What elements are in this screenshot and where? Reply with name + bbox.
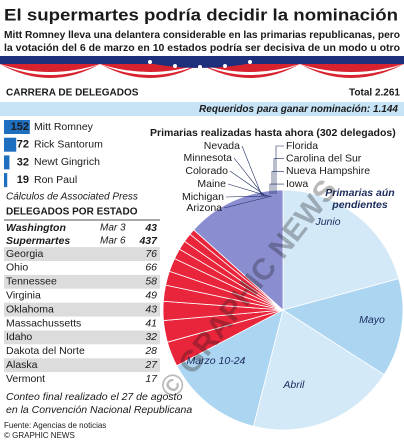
source: Fuente: Agencias de noticias: [4, 421, 106, 430]
table-row: [4, 274, 160, 289]
state-label: Florida: [286, 140, 318, 152]
state-label: Nueva Hampshire: [286, 165, 370, 177]
candidate-name: Mitt Romney: [34, 121, 94, 133]
table-row: [4, 247, 160, 261]
pie-slice: [176, 309, 284, 427]
state-name: Virginia: [6, 289, 41, 301]
state-name: Massachussetts: [6, 317, 81, 329]
required: Requeridos para ganar nominación: 1.144: [199, 104, 398, 115]
leader: [227, 183, 269, 197]
state-value: 66: [145, 262, 157, 274]
state-label: Nevada: [204, 140, 240, 152]
pie-slice: [193, 189, 284, 311]
state-label: Minnesota: [184, 152, 233, 164]
leader: [275, 145, 284, 194]
band: [0, 102, 404, 116]
delegate-bar: [4, 173, 8, 188]
delegate-value: 152: [11, 121, 29, 133]
state-name: Georgia: [6, 248, 44, 260]
state-label: Colorado: [185, 165, 228, 177]
subtitle: la votación del 6 de marzo en 10 estados…: [4, 42, 400, 54]
leader: [271, 171, 284, 194]
table-row: [4, 344, 160, 359]
table-row: [4, 288, 160, 303]
bunting: [0, 56, 404, 78]
delegate-value: 19: [17, 174, 29, 186]
note: Cálculos de Associated Press: [6, 192, 138, 203]
table-row: [4, 261, 160, 275]
highlight-name: Supermartes: [6, 235, 70, 247]
state-label: Iowa: [286, 178, 308, 190]
pie-label: Junio: [315, 217, 341, 229]
state-name: Dakota del Norte: [6, 345, 85, 357]
state-value: 76: [145, 248, 157, 260]
section-title: CARRERA DE DELEGADOS: [6, 88, 139, 99]
table-row: [4, 372, 160, 387]
candidate-name: Newt Gingrich: [34, 156, 100, 168]
highlight-value: 43: [144, 222, 157, 234]
candidate-name: Ron Paul: [34, 174, 77, 186]
pie-slice: [252, 309, 385, 431]
credit: © GRAPHIC NEWS: [4, 431, 75, 440]
pie-slice: [282, 278, 404, 376]
delegate-value: 32: [17, 156, 29, 168]
table-row: [4, 316, 160, 331]
state-name: Vermont: [6, 373, 45, 385]
pending-label: Primarias aún pendientes: [325, 188, 395, 211]
leader: [273, 158, 284, 194]
section-title: DELEGADOS POR ESTADO: [6, 207, 138, 218]
state-name: Ohio: [6, 262, 28, 274]
pie-label: Abril: [283, 380, 305, 392]
state-label: Carolina del Sur: [286, 152, 362, 164]
pie-label: Mayo: [359, 314, 385, 326]
state-value: 49: [145, 289, 157, 301]
subtitle: Mitt Romney lleva una delantera consider…: [4, 29, 400, 41]
leader: [241, 145, 263, 197]
state-value: 27: [144, 359, 158, 371]
state-value: 17: [145, 373, 158, 385]
table-row: [4, 330, 160, 345]
delegate-bar: [4, 137, 17, 152]
delegate-bar: [4, 155, 10, 170]
state-value: 41: [145, 317, 157, 329]
delegate-bar: [4, 120, 30, 134]
state-value: 43: [145, 303, 157, 315]
state-label: Michigan: [182, 191, 224, 203]
pending-label: Primarias aún pendientes: [325, 188, 395, 211]
table-row: [4, 358, 160, 373]
total: Total 2.261: [349, 88, 400, 99]
pie-label: Abril: [283, 380, 305, 392]
footnote: Conteo final realizado el 27 de agosto: [6, 391, 182, 403]
state-label: Maine: [197, 178, 226, 190]
table-row: [4, 302, 160, 317]
state-name: Alaska: [6, 359, 38, 371]
highlight-value: 437: [138, 235, 158, 247]
leader: [233, 157, 265, 197]
title: El supermartes podría decidir la nominac…: [4, 5, 398, 24]
pie-label: Marzo 10-24: [186, 355, 246, 367]
state-value: 58: [145, 276, 157, 288]
state-label: Arizona: [186, 202, 222, 214]
highlight-date: Mar 6: [100, 236, 126, 247]
pie-label: Junio: [315, 217, 341, 229]
leader: [223, 195, 273, 209]
pie-label: Marzo 10-24: [186, 355, 246, 367]
highlight-date: Mar 3: [100, 223, 126, 234]
pie-slice: [282, 189, 400, 311]
candidate-name: Rick Santorum: [34, 138, 103, 150]
state-name: Tennessee: [6, 276, 57, 288]
leader: [269, 183, 284, 194]
leader: [225, 195, 271, 198]
leader: [229, 170, 267, 197]
state-name: Idaho: [6, 331, 32, 343]
state-value: 28: [144, 345, 157, 357]
state-name: Oklahoma: [6, 303, 54, 315]
highlight-name: Washington: [6, 222, 66, 234]
pie-label: Mayo: [359, 314, 385, 326]
footnote: en la Convención Nacional Republicana: [6, 404, 192, 416]
delegate-value: 72: [17, 139, 29, 151]
done-label: Primarias realizadas hasta ahora (302 de…: [150, 127, 396, 139]
state-value: 32: [145, 331, 157, 343]
